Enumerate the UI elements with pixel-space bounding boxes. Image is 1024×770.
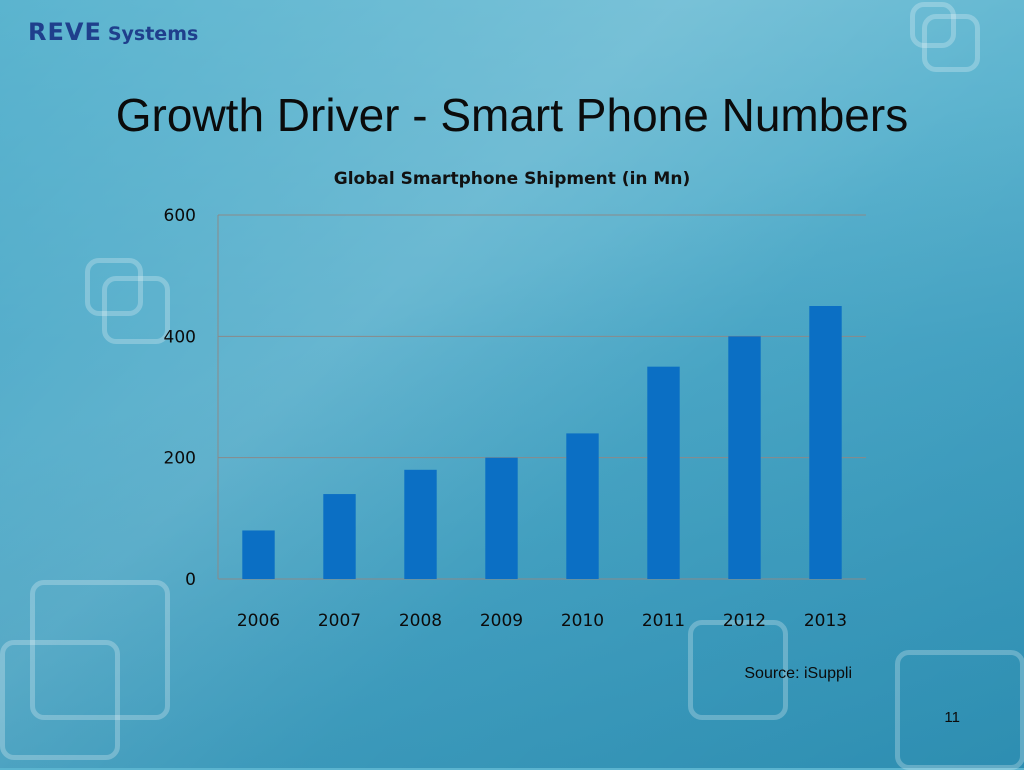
page-number: 11 (944, 709, 960, 726)
chart-title: Global Smartphone Shipment (in Mn) (334, 169, 690, 189)
logo-brand: REVE (28, 18, 102, 46)
x-tick-label: 2013 (804, 611, 847, 631)
bar-2006 (242, 530, 275, 579)
y-tick-label: 0 (185, 570, 196, 590)
company-logo: REVE Systems (28, 18, 198, 46)
grid-layer (217, 214, 866, 580)
decor-square (102, 276, 170, 344)
x-tick-label: 2008 (399, 611, 442, 631)
x-tick-label: 2006 (237, 611, 280, 631)
bar-2011 (647, 366, 680, 579)
bar-layer (242, 306, 842, 579)
x-axis-ticks: 2006 2007 2008 2009 2010 2011 2012 2013 (237, 611, 847, 631)
x-tick-label: 2012 (723, 611, 766, 631)
y-axis-ticks: 0 200 400 600 (164, 206, 196, 590)
x-tick-label: 2007 (318, 611, 361, 631)
y-tick-label: 200 (164, 449, 196, 469)
decor-square (922, 14, 980, 72)
y-tick-label: 600 (164, 206, 196, 226)
bar-2009 (485, 457, 518, 579)
source-note: Source: iSuppli (744, 665, 852, 682)
decor-square (688, 620, 788, 720)
decor-square (30, 580, 170, 720)
decor-square (910, 2, 956, 48)
bar-2010 (566, 433, 599, 579)
x-tick-label: 2010 (561, 611, 604, 631)
y-tick-label: 400 (164, 327, 196, 347)
x-tick-label: 2009 (480, 611, 523, 631)
logo-suffix: Systems (107, 23, 199, 45)
bar-2007 (323, 494, 356, 579)
bar-2008 (404, 469, 437, 579)
slide-title: Growth Driver - Smart Phone Numbers (115, 89, 909, 141)
bar-2013 (809, 306, 842, 579)
bar-2012 (728, 336, 761, 579)
decor-square (0, 640, 120, 760)
decor-square (85, 258, 143, 316)
x-tick-label: 2011 (642, 611, 685, 631)
